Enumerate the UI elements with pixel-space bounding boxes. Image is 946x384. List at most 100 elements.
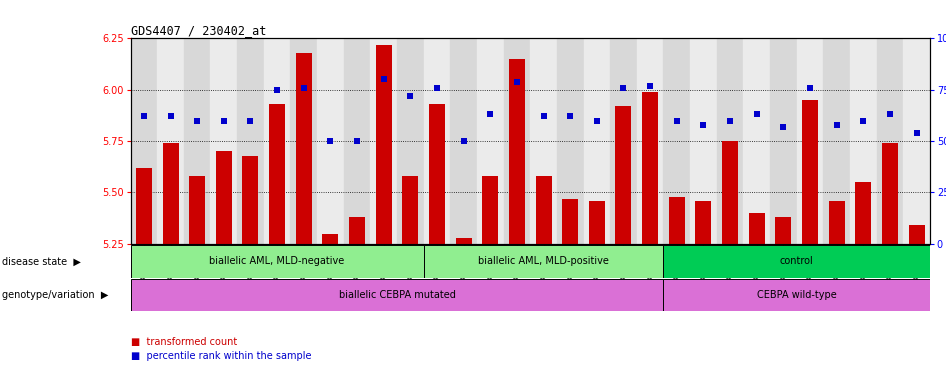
Point <box>856 118 871 124</box>
Text: ■  percentile rank within the sample: ■ percentile rank within the sample <box>131 351 311 361</box>
Bar <box>216 151 232 244</box>
Bar <box>823 38 850 244</box>
Point <box>696 122 711 128</box>
Point <box>323 138 338 144</box>
Bar <box>530 38 557 244</box>
Bar <box>210 38 237 244</box>
Point <box>270 87 285 93</box>
Point <box>349 138 364 144</box>
Bar <box>131 245 424 278</box>
Point <box>883 111 898 118</box>
Bar <box>376 45 392 244</box>
Bar <box>237 38 264 244</box>
Bar <box>424 38 450 244</box>
Bar <box>637 38 663 244</box>
Text: genotype/variation  ▶: genotype/variation ▶ <box>2 290 108 300</box>
Bar <box>509 59 525 244</box>
Bar <box>477 38 503 244</box>
Bar <box>131 38 157 244</box>
Point <box>829 122 844 128</box>
Point <box>482 111 498 118</box>
Bar <box>535 176 552 244</box>
Bar <box>397 38 424 244</box>
Bar <box>264 38 290 244</box>
Bar <box>456 238 472 244</box>
Bar <box>691 38 717 244</box>
Point <box>189 118 204 124</box>
Bar <box>402 176 418 244</box>
Point <box>429 84 445 91</box>
Bar <box>616 106 632 244</box>
Bar <box>562 199 578 244</box>
Point <box>563 113 578 119</box>
Point <box>723 118 738 124</box>
Bar <box>343 38 370 244</box>
Point <box>136 113 151 119</box>
Bar <box>584 38 610 244</box>
Bar <box>482 176 499 244</box>
Bar <box>136 168 152 244</box>
Bar <box>450 38 477 244</box>
Bar <box>189 176 205 244</box>
Bar <box>744 38 770 244</box>
Bar <box>748 213 764 244</box>
Bar <box>903 38 930 244</box>
Bar <box>503 38 530 244</box>
Bar <box>610 38 637 244</box>
Text: control: control <box>780 256 814 266</box>
Bar <box>642 92 658 244</box>
Bar <box>370 38 397 244</box>
Point <box>377 76 392 83</box>
Point <box>243 118 258 124</box>
Point <box>456 138 471 144</box>
Text: biallelic AML, MLD-negative: biallelic AML, MLD-negative <box>209 256 344 266</box>
Point <box>217 118 232 124</box>
Text: biallelic CEBPA mutated: biallelic CEBPA mutated <box>339 290 455 300</box>
Point <box>642 83 657 89</box>
Text: GDS4407 / 230402_at: GDS4407 / 230402_at <box>131 24 266 37</box>
Bar <box>722 141 738 244</box>
Text: CEBPA wild-type: CEBPA wild-type <box>757 290 836 300</box>
Bar <box>770 38 797 244</box>
Point <box>589 118 604 124</box>
Point <box>509 78 524 84</box>
Text: biallelic AML, MLD-positive: biallelic AML, MLD-positive <box>478 256 609 266</box>
Bar <box>877 38 903 244</box>
Bar <box>855 182 871 244</box>
Bar <box>850 38 877 244</box>
Point <box>669 118 684 124</box>
Bar <box>157 38 184 244</box>
Bar <box>695 201 711 244</box>
Bar <box>242 156 258 244</box>
Bar <box>317 38 343 244</box>
Point <box>802 84 817 91</box>
Bar <box>429 104 445 244</box>
Point <box>403 93 418 99</box>
Bar <box>663 38 690 244</box>
Bar <box>588 201 604 244</box>
Point <box>749 111 764 118</box>
Bar <box>663 245 930 278</box>
Bar <box>557 38 584 244</box>
Bar <box>663 279 930 311</box>
Bar <box>882 143 898 244</box>
Bar <box>424 245 663 278</box>
Point <box>616 84 631 91</box>
Bar <box>296 53 312 244</box>
Bar <box>269 104 285 244</box>
Bar <box>797 38 823 244</box>
Bar <box>131 279 663 311</box>
Point <box>296 84 311 91</box>
Bar <box>908 225 924 244</box>
Bar <box>184 38 210 244</box>
Bar <box>717 38 744 244</box>
Bar <box>669 197 685 244</box>
Bar <box>776 217 792 244</box>
Bar <box>829 201 845 244</box>
Text: ■  transformed count: ■ transformed count <box>131 337 236 347</box>
Point <box>776 124 791 130</box>
Bar <box>290 38 317 244</box>
Bar <box>802 100 818 244</box>
Point <box>909 130 924 136</box>
Point <box>163 113 178 119</box>
